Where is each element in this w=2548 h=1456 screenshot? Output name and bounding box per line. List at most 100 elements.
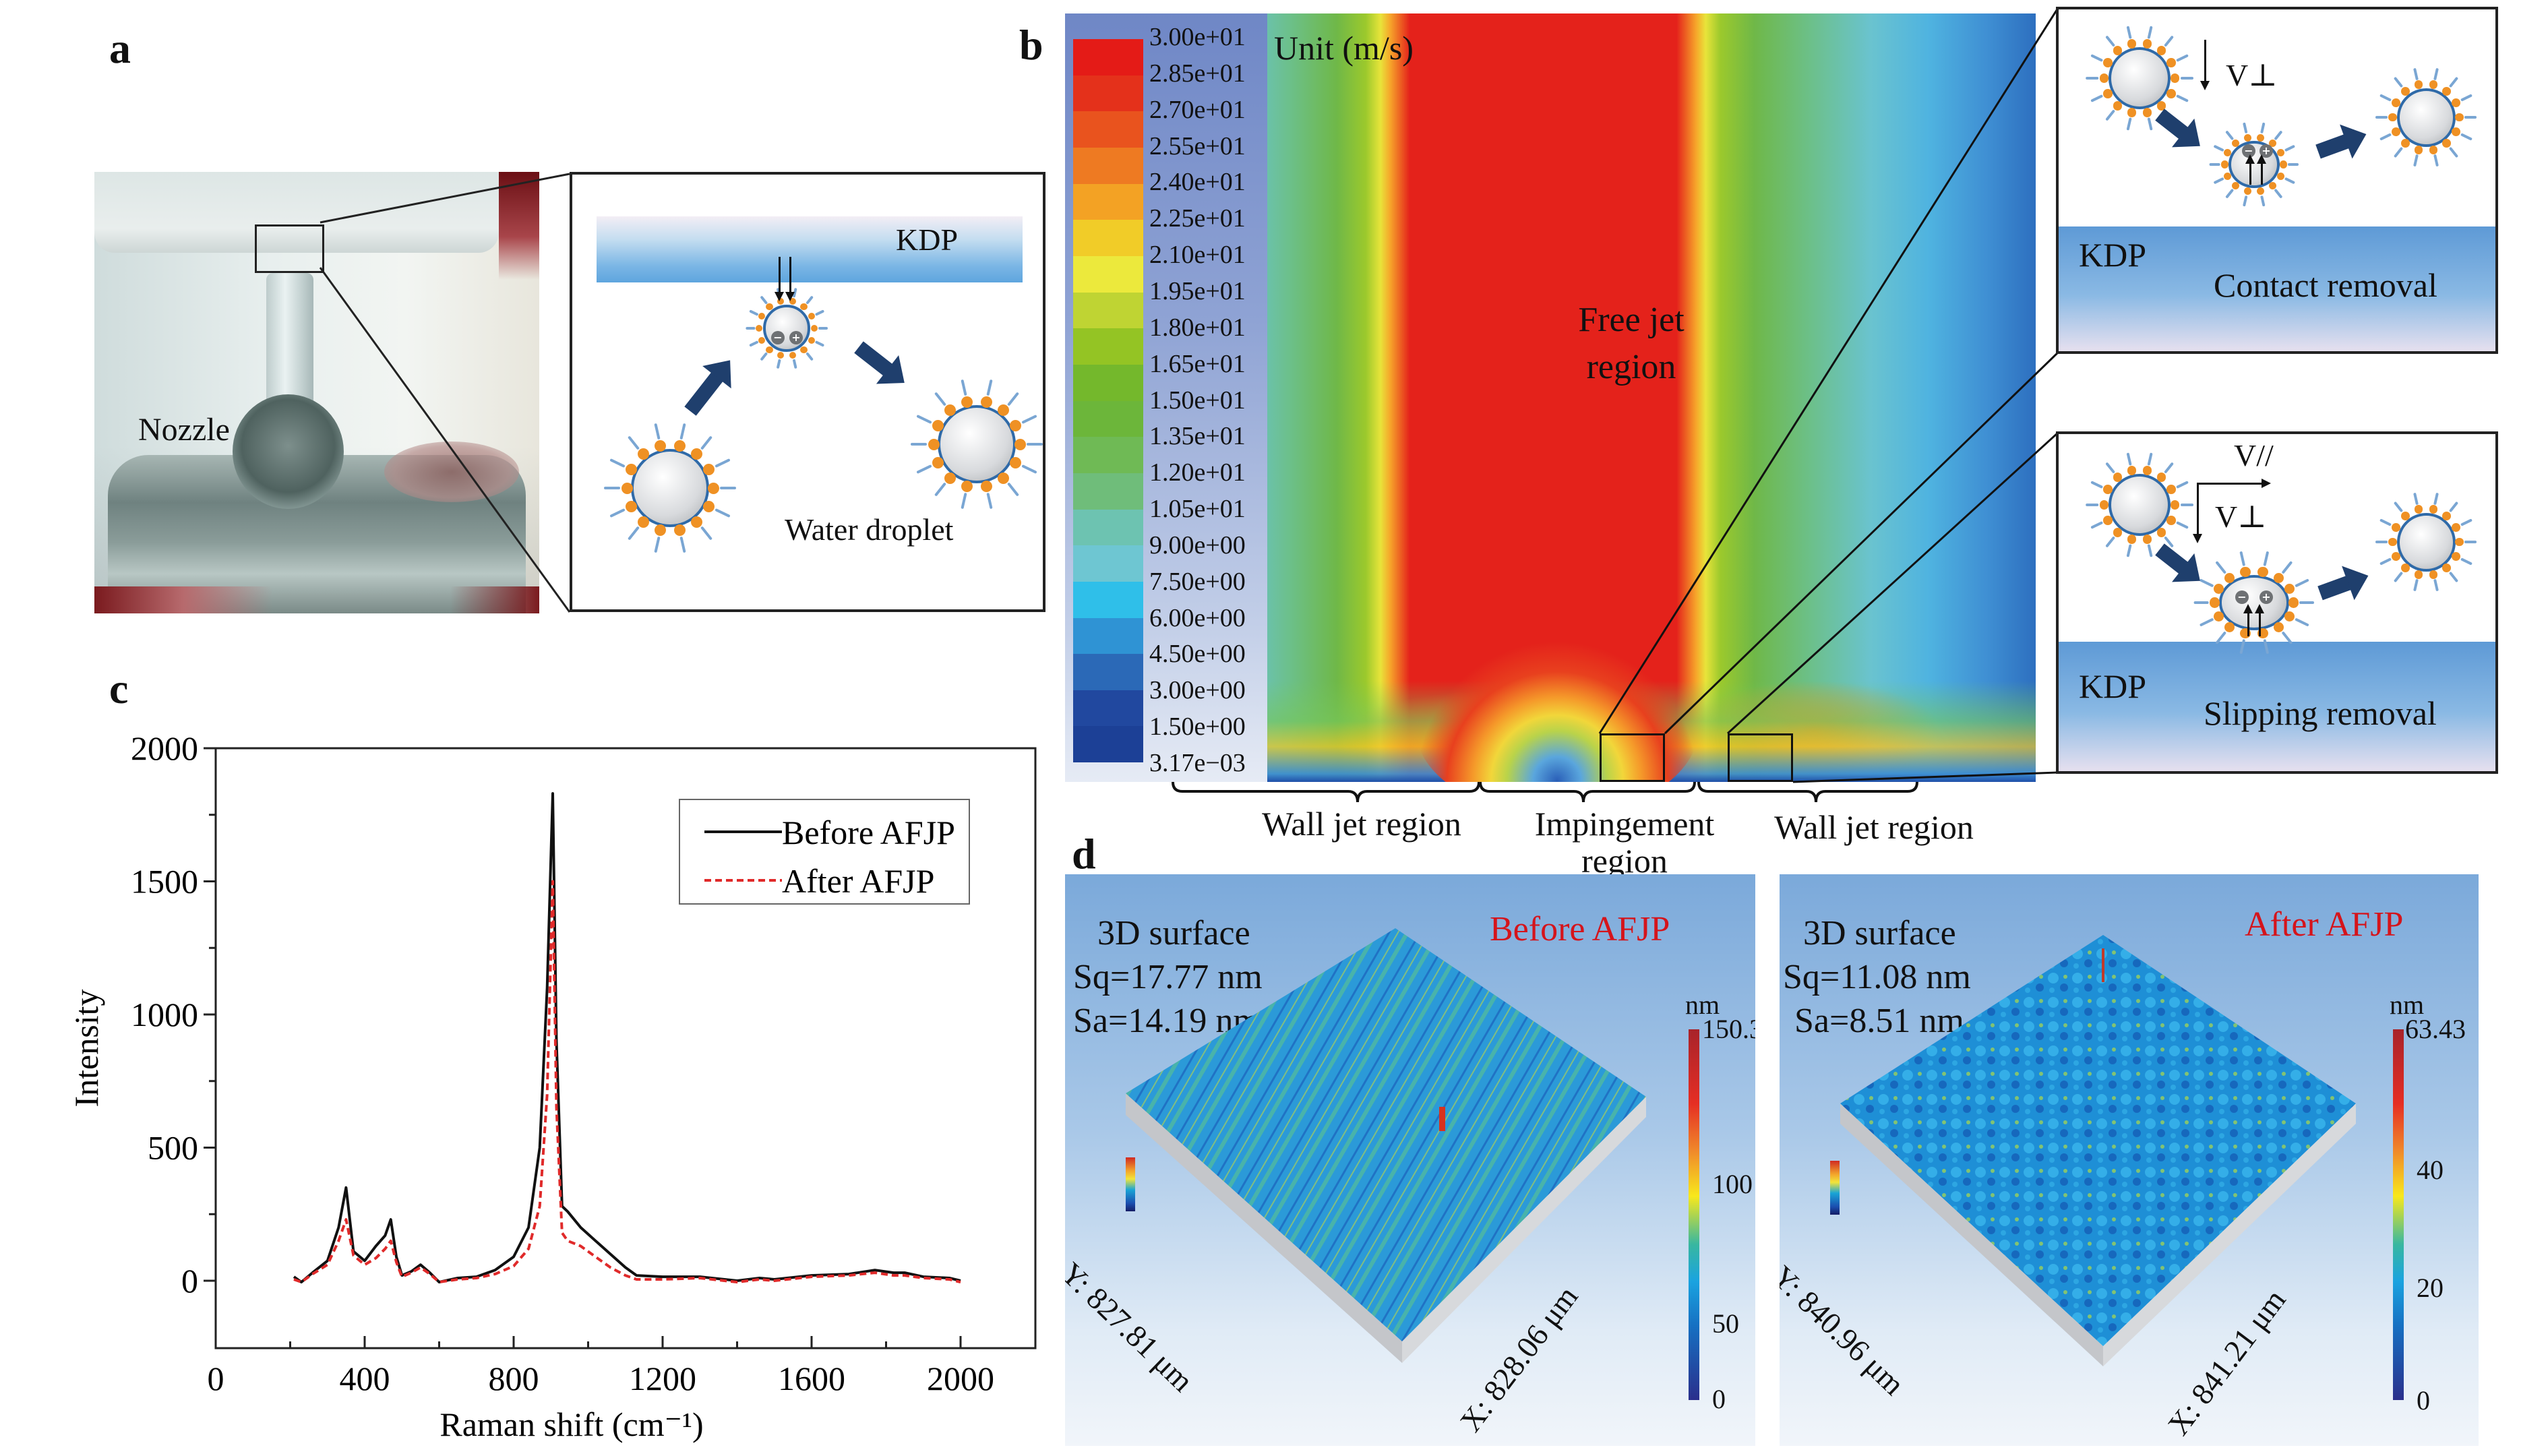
arrow-depart-icon (854, 341, 896, 378)
velocity-perp-arrow-icon (2193, 483, 2202, 543)
surfactant-tail-icon (2239, 551, 2245, 567)
surfactant-tail-icon (910, 443, 927, 446)
panel-label-b: b (1019, 21, 1043, 69)
wall-jet-left-label: Wall jet region (1262, 805, 1461, 843)
surfactant-head-icon (1010, 419, 1022, 431)
surfactant-tail-icon (2086, 504, 2099, 506)
y-tick-label: 1500 (131, 863, 198, 901)
raman-spectrum-chart: 0 400 800 1200 1600 2000 0 500 1000 1500 2000 Befo… (67, 729, 1037, 1443)
surfactant-head-icon (2442, 511, 2452, 520)
surfactant-tail-icon (2175, 480, 2189, 489)
x-tick-label: 1200 (629, 1360, 696, 1397)
surfactant-head-icon (756, 324, 763, 332)
colorbar-segment (1073, 255, 1143, 293)
surfactant-head-icon (1010, 457, 1022, 469)
surfactant-head-icon (2224, 148, 2232, 156)
surfactant-head-icon (2455, 537, 2464, 547)
surfactant-head-icon (2392, 552, 2400, 561)
surfactant-tail-icon (916, 414, 933, 424)
surfactant-head-icon (1014, 438, 1026, 450)
legend-label: After AFJP (782, 862, 934, 900)
surfactant-tail-icon (2274, 188, 2283, 199)
surfactant-tail-icon (2090, 480, 2104, 489)
droplet-core (2108, 47, 2171, 110)
colorbar-segment (1073, 726, 1143, 763)
surfactant-tail-icon (776, 359, 781, 369)
water-droplet-incoming (2086, 24, 2193, 132)
surfactant-head-icon (2142, 108, 2152, 117)
colorbar-segment (1073, 147, 1143, 184)
surfactant-tail-icon (805, 295, 814, 305)
x-tick-label: 800 (489, 1360, 539, 1397)
droplet-inset-a: KDP − + Water droplet (570, 172, 1045, 612)
surfactant-tail-icon (2225, 188, 2235, 199)
afm-before-panel: 3D surface Sq=17.77 nm Sa=14.19 nm Befor… (1065, 874, 1755, 1446)
surfactant-head-icon (2273, 621, 2284, 633)
contact-removal-label: Contact removal (2214, 266, 2437, 304)
x-tick-label: 1600 (778, 1360, 845, 1397)
water-droplet-leaving (2375, 491, 2477, 593)
kdp-surface (2059, 226, 2495, 351)
surfactant-tail-icon (2090, 53, 2104, 62)
surfactant-head-icon (2276, 173, 2284, 181)
colorbar-tick-label: 1.65e+01 (1149, 349, 1246, 378)
sq-value: Sq=11.08 nm (1783, 958, 1971, 996)
surfactant-tail-icon (2263, 551, 2269, 567)
water-droplet-contact (2210, 123, 2299, 206)
surfactant-head-icon (2102, 58, 2113, 68)
surfactant-tail-icon (2126, 117, 2132, 131)
surface-top (1126, 928, 1646, 1341)
surfactant-head-icon (800, 346, 808, 353)
surfactant-head-icon (2213, 584, 2224, 595)
surfactant-tail-icon (2393, 501, 2403, 513)
droplet-core (2396, 512, 2456, 572)
surfactant-head-icon (673, 440, 686, 452)
surfactant-tail-icon (2460, 518, 2473, 527)
photo-red-edge (499, 172, 539, 280)
velocity-perp-label: V⊥ (2226, 58, 2278, 92)
surfactant-tail-icon (720, 487, 737, 489)
surfactant-tail-icon (814, 340, 825, 348)
surfactant-head-icon (691, 448, 703, 460)
surfactant-head-icon (703, 463, 715, 475)
surfactant-tail-icon (760, 352, 768, 362)
surfactant-tail-icon (2260, 123, 2266, 134)
surfactant-head-icon (691, 516, 703, 528)
colorbar-tick-label: 2.55e+01 (1149, 131, 1246, 160)
height-colorbar (1689, 1029, 1699, 1400)
callout-box-wall-jet (1728, 733, 1793, 782)
surfactant-head-icon (2276, 148, 2284, 156)
surfactant-head-icon (2142, 39, 2152, 49)
surfactant-tail-icon (654, 423, 661, 440)
surfactant-tail-icon (2413, 67, 2419, 80)
y-tick-label: 0 (181, 1262, 198, 1300)
slipping-removal-inset: V// V⊥ − + KDP Slipping removal (2056, 431, 2498, 774)
surfactant-tail-icon (2393, 571, 2403, 582)
surfactant-head-icon (2102, 88, 2113, 98)
arrow-approach-icon (2155, 543, 2191, 576)
surfactant-tail-icon (2281, 631, 2293, 644)
surfactant-head-icon (777, 298, 784, 305)
surfactant-head-icon (2392, 127, 2400, 136)
surfactant-head-icon (2099, 500, 2109, 510)
surfactant-tail-icon (679, 423, 686, 440)
surfactant-head-icon (808, 336, 815, 344)
surfactant-tail-icon (2379, 132, 2392, 141)
surfactant-head-icon (2166, 88, 2176, 98)
surfactant-tail-icon (2164, 462, 2175, 474)
colorbar-segment (1073, 39, 1143, 75)
surfactant-head-icon (2232, 182, 2240, 190)
surfactant-head-icon (2442, 139, 2452, 148)
colorbar-tick-label: 7.50e+00 (1149, 567, 1246, 596)
connector-line (1664, 351, 2059, 735)
sq-value: Sq=17.77 nm (1073, 958, 1263, 996)
contact-removal-inset: V⊥ − + KDP Contact removal (2056, 7, 2498, 354)
water-droplet-label: Water droplet (785, 512, 954, 547)
surfactant-tail-icon (2126, 25, 2132, 39)
surfactant-tail-icon (2090, 94, 2104, 103)
surfactant-head-icon (944, 404, 956, 417)
surfactant-head-icon (2166, 58, 2176, 68)
surfactant-tail-icon (2104, 536, 2115, 548)
water-droplet-leaving (2375, 67, 2477, 168)
connector-line (1598, 7, 2059, 734)
